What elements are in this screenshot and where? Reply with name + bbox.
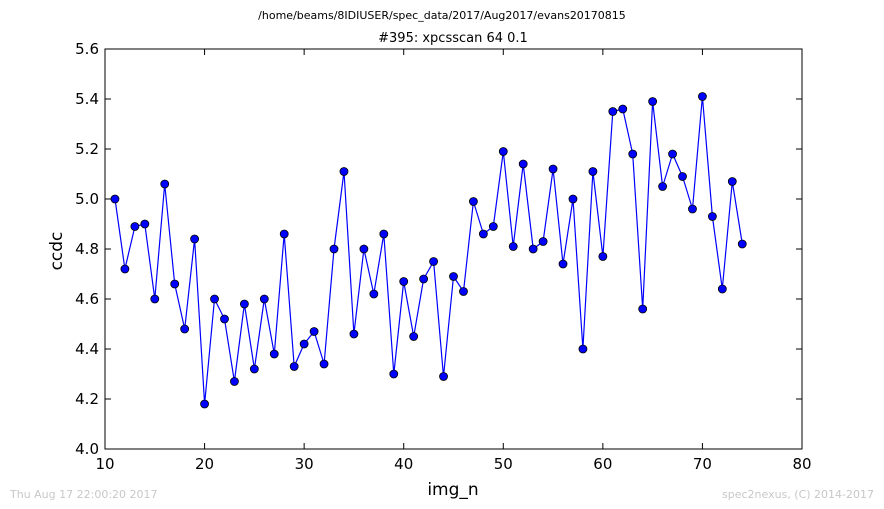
data-point xyxy=(707,212,717,221)
data-point xyxy=(150,294,160,304)
x-axis-label: img_n xyxy=(427,480,478,500)
y-tick-label: 4.4 xyxy=(75,340,99,358)
data-point xyxy=(120,264,130,274)
data-point xyxy=(220,314,229,324)
data-point xyxy=(200,399,209,409)
chart-title: #395: xpcsscan 64 0.1 xyxy=(378,31,528,46)
data-point xyxy=(299,339,309,349)
data-point xyxy=(548,164,558,174)
data-point xyxy=(558,259,568,269)
data-point xyxy=(439,372,448,381)
chart-path-title: /home/beams/8IDIUSER/spec_data/2017/Aug2… xyxy=(258,9,626,22)
data-point xyxy=(648,97,658,106)
data-point xyxy=(180,324,190,334)
data-point xyxy=(737,239,747,249)
x-tick-label: 70 xyxy=(693,455,712,473)
data-point xyxy=(568,194,578,204)
data-point xyxy=(239,299,249,309)
data-point xyxy=(658,182,667,191)
data-point xyxy=(717,284,727,294)
data-point xyxy=(319,359,329,369)
y-tick-label: 4.0 xyxy=(75,440,99,458)
data-point xyxy=(140,219,150,229)
data-point xyxy=(618,104,628,114)
y-tick-label: 5.6 xyxy=(75,40,99,58)
data-point xyxy=(608,107,618,116)
data-point xyxy=(309,327,319,336)
data-point xyxy=(170,279,180,289)
footer-timestamp: Thu Aug 17 22:00:20 2017 xyxy=(10,488,158,501)
data-point xyxy=(399,277,409,286)
data-point xyxy=(269,349,279,359)
data-point xyxy=(230,377,239,386)
data-point xyxy=(698,92,707,101)
x-tick-label: 10 xyxy=(95,455,114,473)
data-point xyxy=(688,204,697,214)
data-point xyxy=(359,244,369,254)
data-point xyxy=(279,229,289,239)
data-point xyxy=(130,222,140,231)
data-point xyxy=(429,257,438,266)
footer-credit: spec2nexus, (C) 2014-2017 xyxy=(722,488,874,501)
data-point xyxy=(389,369,399,379)
x-tick-label: 30 xyxy=(295,455,314,473)
data-point xyxy=(598,252,608,261)
data-point xyxy=(528,244,538,254)
data-point xyxy=(249,364,259,374)
data-point xyxy=(638,304,648,314)
data-point xyxy=(588,167,598,176)
data-point xyxy=(508,242,518,251)
data-point xyxy=(678,172,687,181)
data-point xyxy=(727,177,737,186)
x-tick-label: 40 xyxy=(394,455,413,473)
tick-labels: 10 20 30 40 50 60 70 80 4.0 4.2 4.4 4.6 4.8 5.0 5.2 5.4… xyxy=(75,40,811,473)
y-tick-label: 5.4 xyxy=(75,90,99,108)
data-point xyxy=(369,289,379,299)
data-point xyxy=(578,344,588,354)
data-point xyxy=(329,244,339,254)
series-markers xyxy=(110,92,747,409)
data-point xyxy=(259,294,269,304)
data-point xyxy=(339,167,349,176)
data-point xyxy=(210,294,219,304)
data-point xyxy=(349,329,359,339)
x-tick-label: 80 xyxy=(792,455,811,473)
data-point xyxy=(459,287,468,296)
data-point xyxy=(449,272,458,281)
data-point xyxy=(469,197,478,206)
data-point xyxy=(488,222,498,231)
x-tick-label: 50 xyxy=(494,455,513,473)
data-point xyxy=(190,234,200,244)
data-point xyxy=(289,362,299,371)
data-point xyxy=(498,147,508,156)
x-tick-label: 20 xyxy=(195,455,214,473)
data-point xyxy=(668,149,677,159)
axis-ticks xyxy=(104,48,803,450)
y-axis-label: ccdc xyxy=(47,232,67,271)
y-tick-label: 4.2 xyxy=(75,390,99,408)
y-tick-label: 4.6 xyxy=(75,290,99,308)
plot-area xyxy=(104,48,803,450)
data-point xyxy=(538,237,548,246)
data-point xyxy=(409,332,419,341)
data-point xyxy=(478,229,488,239)
data-point xyxy=(419,274,429,284)
data-point xyxy=(518,159,528,169)
data-point xyxy=(160,179,170,189)
x-tick-label: 60 xyxy=(593,455,612,473)
series-line xyxy=(114,96,743,405)
data-point xyxy=(379,229,389,239)
y-tick-label: 5.2 xyxy=(75,140,99,158)
data-point xyxy=(110,194,120,204)
y-tick-label: 4.8 xyxy=(75,240,99,258)
data-point xyxy=(628,149,638,159)
y-tick-label: 5.0 xyxy=(75,190,99,208)
